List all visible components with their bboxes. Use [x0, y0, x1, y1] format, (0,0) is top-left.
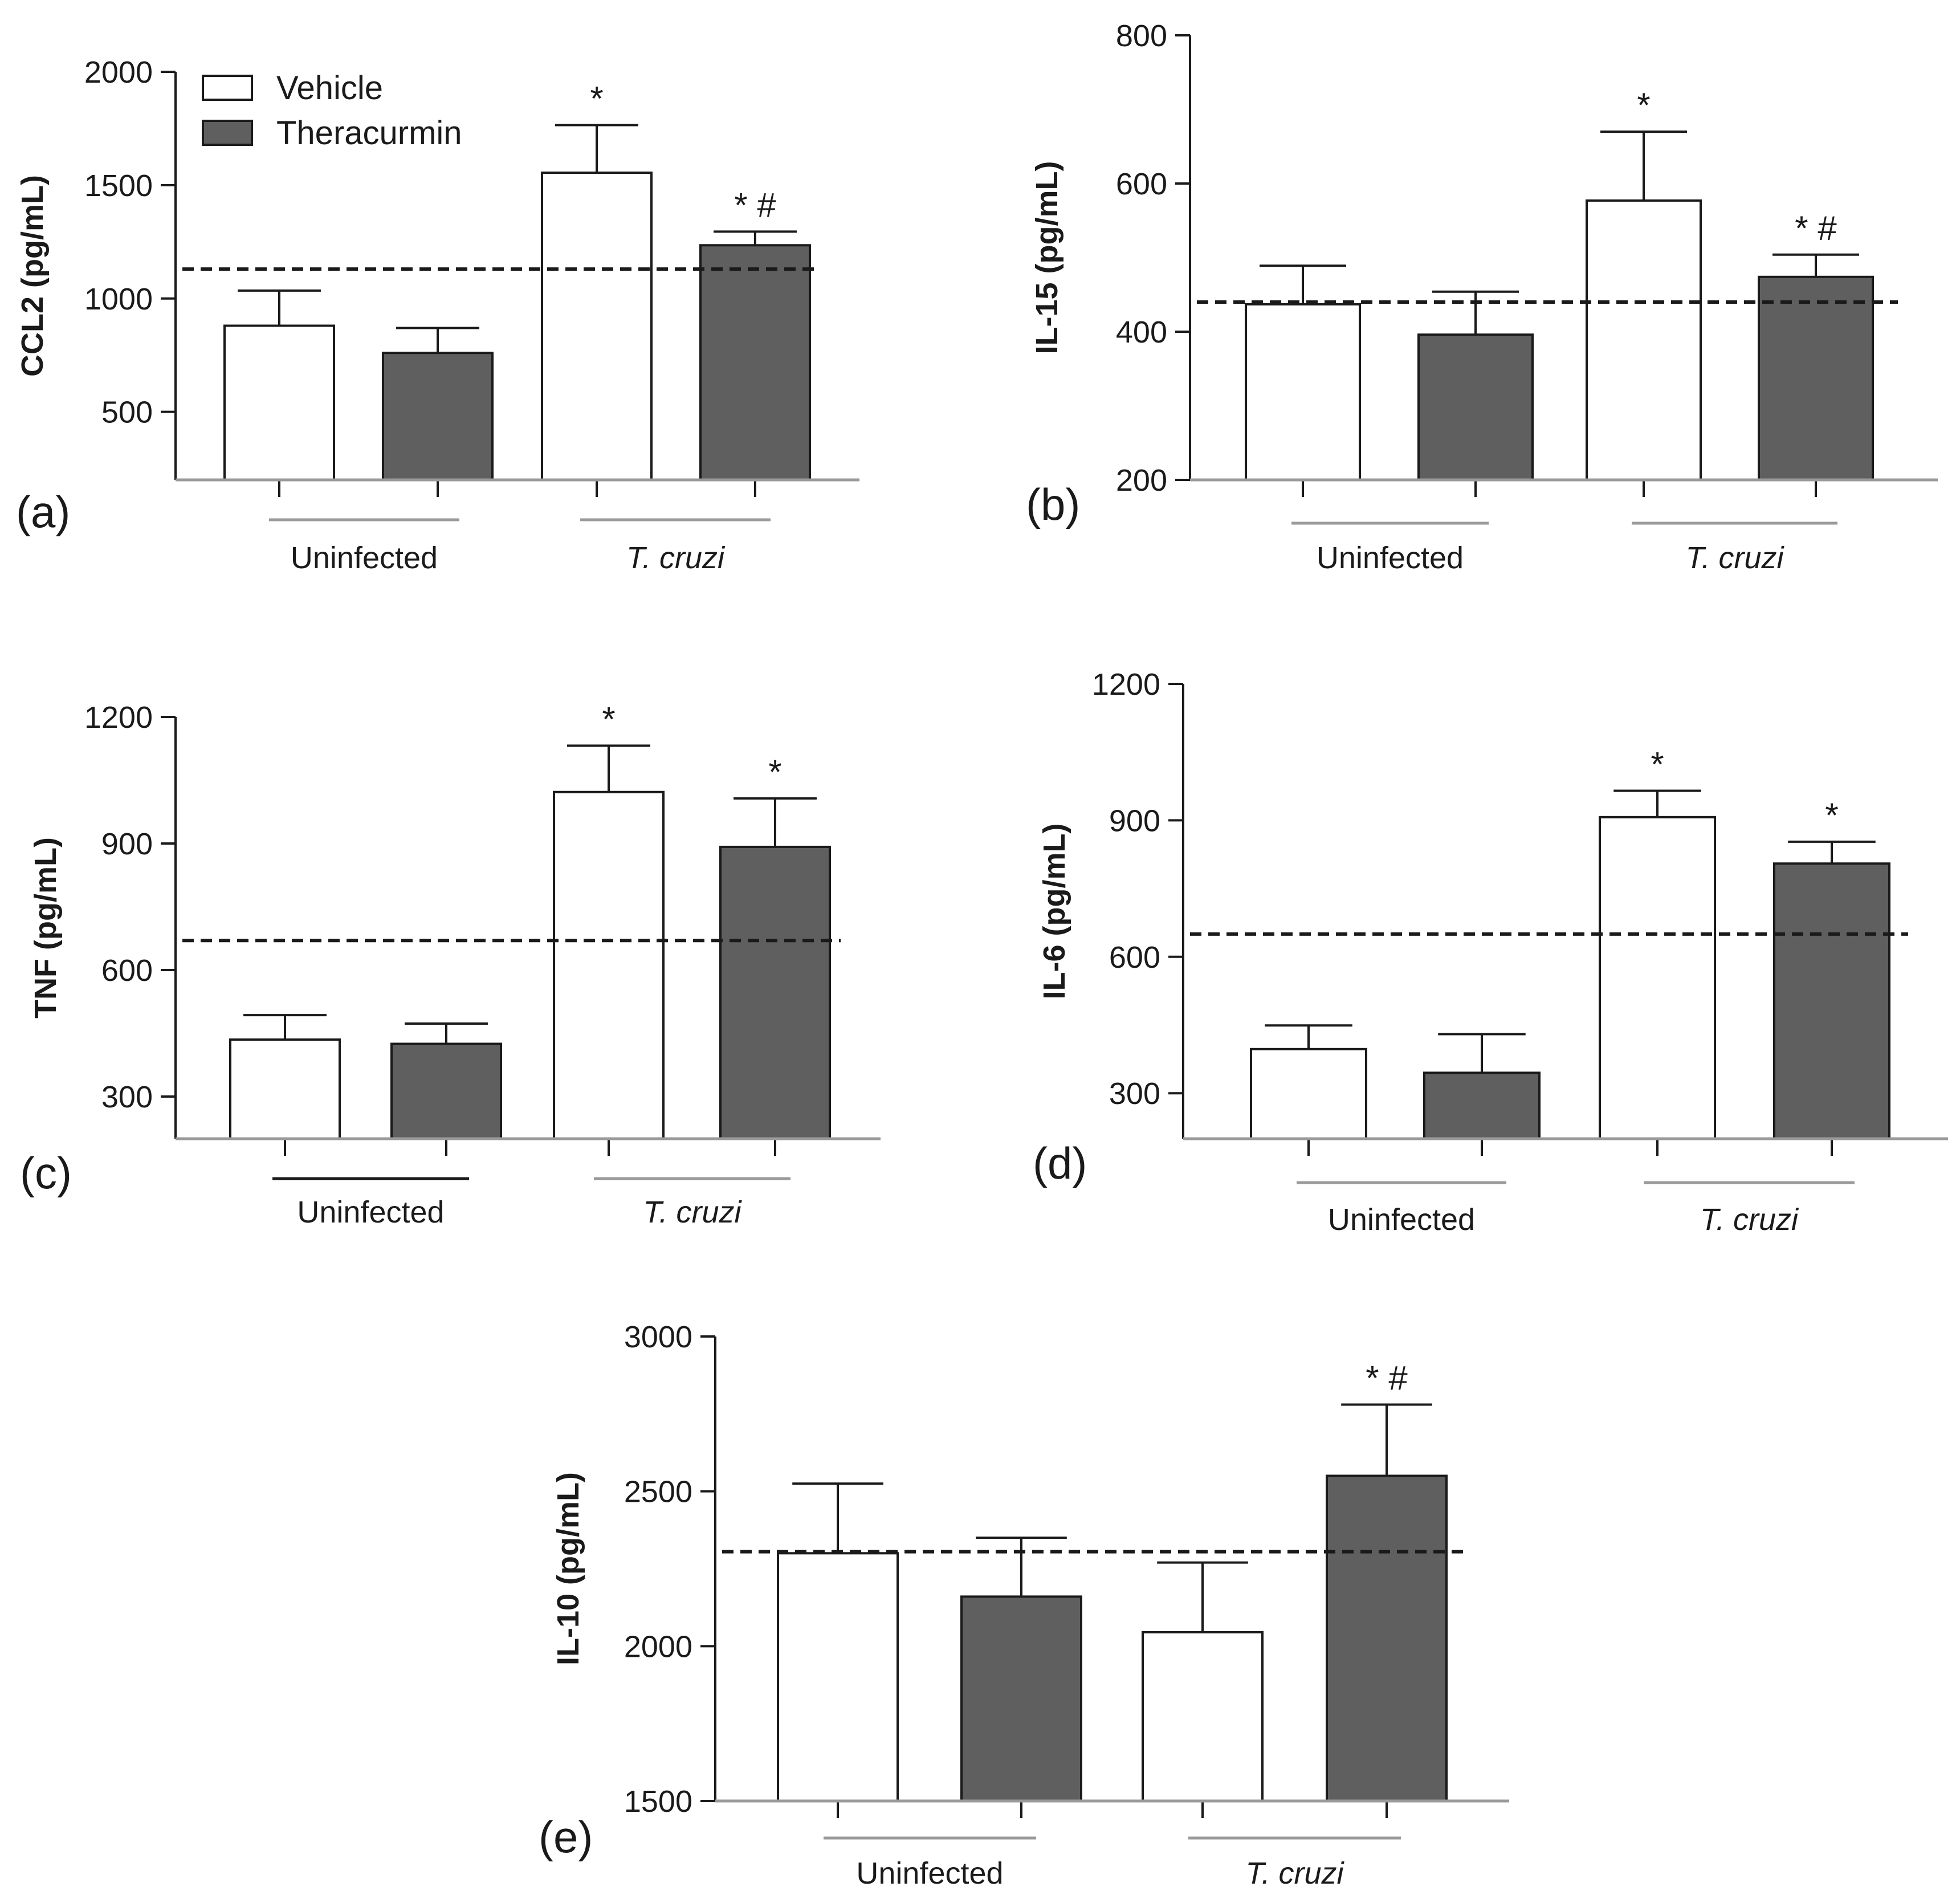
significance-label: * [1651, 745, 1664, 784]
significance-label: * # [1795, 209, 1837, 247]
y-axis-label: TNF (pg/mL) [28, 837, 63, 1018]
y-axis-label: IL-6 (pg/mL) [1037, 824, 1071, 1000]
bar-theracurmin-t-cruzi [1773, 862, 1890, 1140]
significance-label: * # [1366, 1359, 1408, 1397]
panel-label: (c) [20, 1148, 72, 1198]
legend-swatch-theracurmin [202, 120, 253, 146]
group-label-uninfected: Uninfected [856, 1856, 1003, 1890]
y-tick-label: 400 [1116, 315, 1167, 349]
y-tick-label: 1500 [84, 169, 153, 203]
group-label-uninfected: Uninfected [291, 541, 438, 575]
group-label-t-cruzi: T. cruzi [643, 1195, 742, 1229]
y-tick-label: 600 [1109, 940, 1160, 975]
bar-theracurmin-uninfected [382, 352, 494, 481]
bar-vehicle-t-cruzi [1142, 1631, 1264, 1802]
group-label-t-cruzi: T. cruzi [626, 541, 726, 575]
chart-panel-1: * * # 500 1000 1500 2000 CCL2 (pg/mL) Uninfecte… [15, 55, 859, 575]
bar-theracurmin-uninfected [960, 1595, 1082, 1802]
legend-label-vehicle: Vehicle [276, 70, 383, 107]
legend-swatch-vehicle [202, 75, 253, 101]
bar-vehicle-uninfected [229, 1038, 341, 1140]
y-tick-label: 1200 [84, 700, 153, 735]
y-axis-label: IL-15 (pg/mL) [1030, 161, 1064, 354]
significance-label: * [1637, 86, 1650, 124]
y-tick-label: 3000 [624, 1320, 692, 1354]
y-axis-label: IL-10 (pg/mL) [551, 1472, 585, 1665]
y-tick-label: 200 [1116, 463, 1167, 498]
bar-theracurmin-uninfected [390, 1042, 502, 1140]
bar-theracurmin-uninfected [1417, 333, 1534, 482]
y-tick-label: 500 [101, 396, 153, 430]
bar-vehicle-t-cruzi [1586, 199, 1702, 481]
bar-vehicle-uninfected [777, 1552, 899, 1802]
y-tick-label: 300 [101, 1080, 153, 1114]
y-tick-label: 600 [101, 953, 153, 988]
chart-panel-2: * * # 200 400 600 800 IL-15 (pg/mL) Uninfected T… [1026, 19, 1938, 575]
chart-panel-3: * * 300 600 900 1200 TNF (pg/mL) Uninfected T. c… [20, 700, 881, 1229]
y-tick-label: 2000 [624, 1629, 692, 1664]
bar-theracurmin-t-cruzi [1326, 1474, 1448, 1802]
chart-panel-4: * * 300 600 900 1200 IL-6 (pg/mL) Uninfected T. … [1033, 667, 1948, 1237]
group-label-uninfected: Uninfected [297, 1195, 444, 1229]
legend: Vehicle Theracurmin [202, 70, 462, 152]
group-label-uninfected: Uninfected [1328, 1203, 1475, 1237]
significance-label: * [590, 79, 603, 117]
panel-label: (b) [1026, 479, 1080, 529]
significance-label: * [1825, 796, 1838, 834]
bar-theracurmin-uninfected [1423, 1071, 1541, 1140]
group-label-t-cruzi: T. cruzi [1700, 1203, 1799, 1237]
y-axis-label: CCL2 (pg/mL) [15, 175, 50, 377]
y-tick-label: 900 [1109, 804, 1160, 838]
significance-label: * [768, 753, 781, 791]
bar-theracurmin-t-cruzi [1758, 275, 1874, 481]
bar-vehicle-uninfected [223, 324, 335, 481]
legend-label-theracurmin: Theracurmin [276, 115, 462, 152]
bar-theracurmin-t-cruzi [719, 845, 831, 1140]
bar-vehicle-uninfected [1250, 1048, 1367, 1140]
bar-vehicle-t-cruzi [541, 172, 653, 481]
panel-label: (a) [16, 487, 70, 537]
y-tick-label: 600 [1116, 167, 1167, 201]
y-tick-label: 300 [1109, 1077, 1160, 1111]
y-tick-label: 1000 [84, 282, 153, 316]
panel-label: (d) [1033, 1138, 1087, 1188]
y-tick-label: 1200 [1092, 667, 1160, 702]
bar-vehicle-t-cruzi [1599, 816, 1716, 1140]
chart-panel-5: * # 1500 2000 2500 3000 IL-10 (pg/mL) Uninfect… [539, 1320, 1509, 1890]
group-label-t-cruzi: T. cruzi [1245, 1856, 1344, 1890]
group-label-t-cruzi: T. cruzi [1685, 541, 1784, 575]
significance-label: * [602, 700, 615, 738]
panel-label: (e) [539, 1812, 593, 1862]
bar-vehicle-uninfected [1245, 303, 1361, 482]
y-tick-label: 800 [1116, 19, 1167, 53]
bar-vehicle-t-cruzi [553, 790, 665, 1140]
y-tick-label: 2500 [624, 1475, 692, 1509]
group-label-uninfected: Uninfected [1317, 541, 1464, 575]
bar-theracurmin-t-cruzi [699, 244, 811, 481]
y-tick-label: 1500 [624, 1784, 692, 1819]
y-tick-label: 2000 [84, 55, 153, 89]
y-tick-label: 900 [101, 827, 153, 861]
significance-label: * # [734, 186, 776, 224]
